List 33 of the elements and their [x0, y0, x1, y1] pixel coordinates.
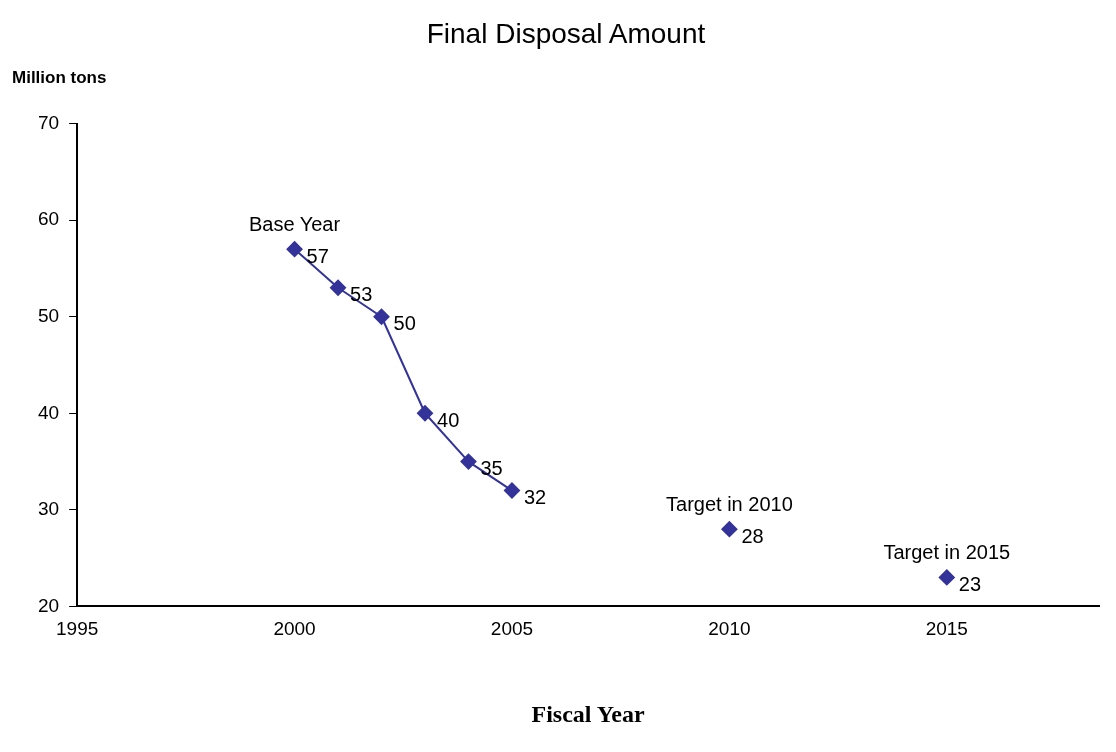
- data-label: 50: [393, 312, 416, 335]
- data-label: 35: [480, 457, 503, 480]
- chart-title: Final Disposal Amount: [426, 17, 706, 49]
- point: [417, 405, 433, 422]
- y-tick-label: 20: [37, 594, 60, 616]
- data-label: 23: [958, 572, 982, 595]
- x-tick-label: 2005: [490, 618, 534, 640]
- point: [938, 569, 955, 586]
- point: [503, 482, 520, 499]
- data-label: 53: [350, 283, 373, 306]
- data-label: 40: [437, 408, 460, 431]
- x-tick-label: 2000: [273, 618, 316, 640]
- annotation: Base Year: [248, 212, 341, 235]
- data-label: 28: [741, 524, 764, 547]
- data-label: 57: [306, 244, 329, 267]
- x-tick-label: 2015: [925, 618, 968, 640]
- y-tick-label: 40: [37, 401, 60, 423]
- data-label: 32: [523, 486, 547, 509]
- annotation: Target in 2010: [666, 492, 793, 515]
- y-tick-label: 30: [37, 498, 60, 520]
- y-tick-label: 70: [37, 111, 60, 133]
- y-tick-label: 50: [37, 304, 60, 326]
- x-tick-label: 2010: [708, 618, 751, 640]
- y-axis-title: Million tons: [12, 68, 107, 88]
- point: [373, 308, 390, 325]
- point: [721, 521, 738, 538]
- annotation: Target in 2015: [883, 540, 1011, 563]
- point: [330, 279, 347, 296]
- x-tick-label: 1995: [55, 618, 99, 640]
- x-axis-title: Fiscal Year: [531, 700, 645, 727]
- point: [460, 453, 477, 470]
- y-tick-label: 60: [37, 208, 60, 230]
- point: [286, 241, 303, 258]
